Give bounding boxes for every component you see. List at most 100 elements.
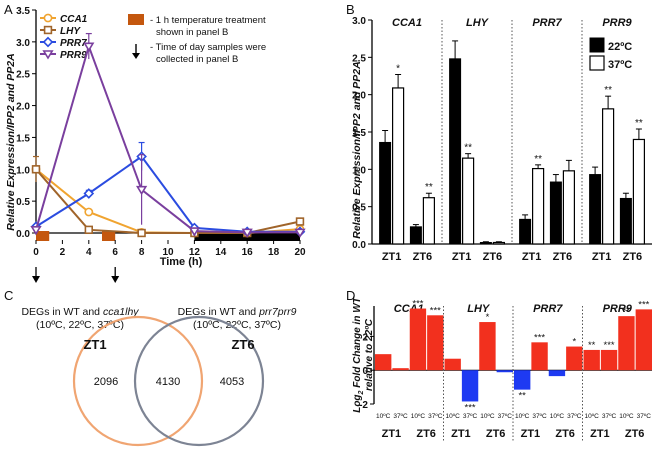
- panel-d-bar: [496, 370, 513, 373]
- panel-d-temp-label: 10ºC: [376, 413, 391, 420]
- panel-d-timepoint-label: ZT6: [625, 428, 645, 440]
- panel-a-xtick-label: 10: [162, 247, 174, 258]
- panel-a-xtick-label: 2: [60, 247, 66, 258]
- panel-d-bar: [409, 308, 427, 371]
- panel-a-line-chart: Relative Expression/IPP2 and PP2A Time (…: [5, 6, 306, 283]
- panel-a-point-prr9: [294, 228, 306, 238]
- panel-b-bar-37c: [531, 167, 545, 245]
- panel-b-bar-37c: [422, 197, 435, 245]
- panel-d-temp-label: 37ºC: [532, 413, 547, 420]
- legend-arrow-text-1: - Time of day samples were: [150, 42, 266, 53]
- panel-d-bar: [566, 346, 583, 371]
- panel-b-significance: **: [425, 182, 433, 193]
- panel-d-bar: [548, 370, 566, 377]
- panel-label-c: C: [4, 288, 13, 303]
- legend-label-prr9: PRR9: [60, 50, 87, 61]
- legend-22c-label: 22ºC: [608, 41, 632, 53]
- panel-d-timepoint-label: ZT6: [416, 428, 436, 440]
- panel-a-point-prr9: [83, 42, 95, 52]
- panel-b-bar-37c: [392, 87, 405, 245]
- panel-a-xlabel: Time (h): [160, 256, 203, 268]
- panel-b-ytick-label: 2.5: [352, 53, 366, 64]
- panel-c-venn: DEGs in WT and cca1lhy (10ºC, 22ºC, 37ºC…: [21, 306, 297, 447]
- panel-d-timepoint-label: ZT1: [382, 428, 402, 440]
- panel-d-significance: ***: [638, 299, 649, 310]
- panel-d-significance: **: [588, 340, 596, 351]
- panel-b-ytick-label: 1.5: [352, 128, 366, 139]
- panel-b-bar-22c: [589, 174, 602, 245]
- panel-d-gene-title: PRR9: [603, 303, 633, 315]
- panel-d-gene-title: PRR7: [533, 303, 563, 315]
- panel-a-ytick-label: 3.0: [16, 38, 30, 49]
- panel-d-significance: ***: [465, 402, 476, 413]
- panel-d-significance: ***: [430, 305, 441, 316]
- legend-treatment-text-1: - 1 h temperature treatment: [150, 15, 266, 26]
- panel-a-xtick-label: 6: [112, 247, 118, 258]
- panel-d-significance: **: [623, 306, 631, 317]
- panel-d-temp-label: 10ºC: [619, 413, 634, 420]
- panel-a-point-prr9: [188, 227, 201, 237]
- panel-a-point-lhy: [295, 217, 305, 226]
- panel-b-bar-37c: [462, 157, 475, 245]
- panel-d-significance: ***: [534, 332, 545, 343]
- panel-a-treatment-bar: [102, 231, 116, 241]
- panel-label-a: A: [4, 2, 13, 17]
- panel-d-temp-label: 37ºC: [567, 413, 582, 420]
- panel-d-bar: [444, 358, 461, 371]
- legend-label-prr7: PRR7: [60, 38, 87, 49]
- panel-a-ytick-label: 2.5: [16, 70, 30, 81]
- panel-d-temp-label: 10ºC: [480, 413, 495, 420]
- legend-label-cca1: CCA1: [60, 14, 88, 25]
- panel-b-legend: 22ºC 37ºC: [589, 37, 632, 71]
- panel-a-ytick-label: 2.0: [16, 102, 30, 113]
- panel-d-temp-label: 10ºC: [550, 413, 565, 420]
- legend-arrow-icon: [132, 53, 140, 59]
- panel-d-temp-label: 37ºC: [428, 413, 443, 420]
- legend-marker-prr9: [42, 50, 54, 60]
- panel-d-significance: *: [572, 337, 576, 348]
- panel-a-xtick-label: 8: [139, 247, 145, 258]
- panel-d-bar: [392, 368, 409, 371]
- panel-b-bar-22c: [379, 141, 392, 245]
- panel-d-temp-label: 37ºC: [393, 413, 408, 420]
- panel-d-timepoint-label: ZT1: [521, 428, 541, 440]
- panel-d-ytick-label: 2: [362, 332, 368, 343]
- legend-marker-prr7: [42, 36, 54, 48]
- panel-d-timepoint-label: ZT6: [486, 428, 506, 440]
- panel-a-xtick-label: 20: [294, 247, 306, 258]
- panel-a-point-prr9: [30, 226, 42, 236]
- venn-label-zt6: ZT6: [231, 337, 254, 352]
- panel-a-treatment-bar: [36, 231, 50, 241]
- panel-b-bar-37c: [562, 170, 576, 245]
- legend-marker-cca1: [43, 13, 53, 23]
- panel-b-gene-title: LHY: [466, 17, 490, 29]
- panel-a-ytick-label: 1.5: [16, 133, 30, 144]
- panel-b-bar-22c: [409, 226, 422, 245]
- panel-b-bar-22c: [549, 181, 562, 245]
- panel-b-bar-37c: [492, 241, 505, 245]
- panel-a-point-cca1: [84, 207, 94, 217]
- panel-b-significance: **: [464, 143, 472, 154]
- panel-b-bar-22c: [449, 58, 462, 245]
- panel-b-timepoint-label: ZT6: [623, 251, 643, 263]
- panel-d-bar: [427, 315, 444, 371]
- panel-label-d: D: [346, 288, 355, 303]
- panel-a-ytick-label: 0.0: [16, 229, 30, 240]
- panel-a-xtick-label: 0: [33, 247, 39, 258]
- panel-b-significance: **: [604, 85, 612, 96]
- panel-b-bar-22c: [619, 197, 632, 245]
- venn-label-zt1: ZT1: [83, 337, 106, 352]
- panel-d-significance: *: [486, 312, 490, 323]
- panel-b-ylabel: Relative Expression/IPP2 and PP2A: [351, 61, 363, 238]
- panel-a-ylabel: Relative Expression/IPP2 and PP2A: [5, 53, 17, 230]
- panel-b-significance: *: [396, 64, 400, 75]
- panel-b-timepoint-label: ZT1: [522, 251, 542, 263]
- legend-treatment-text-2: shown in panel B: [156, 27, 228, 38]
- venn-right-title-2: (10ºC, 22ºC, 37ºC): [193, 319, 281, 331]
- panel-d-bar-chart: Log2 Fold Change in WT relative to 22ºC …: [352, 296, 652, 442]
- panel-d-bar: [618, 316, 635, 371]
- panel-a-point-prr7: [83, 188, 95, 199]
- legend-label-lhy: LHY: [60, 26, 81, 37]
